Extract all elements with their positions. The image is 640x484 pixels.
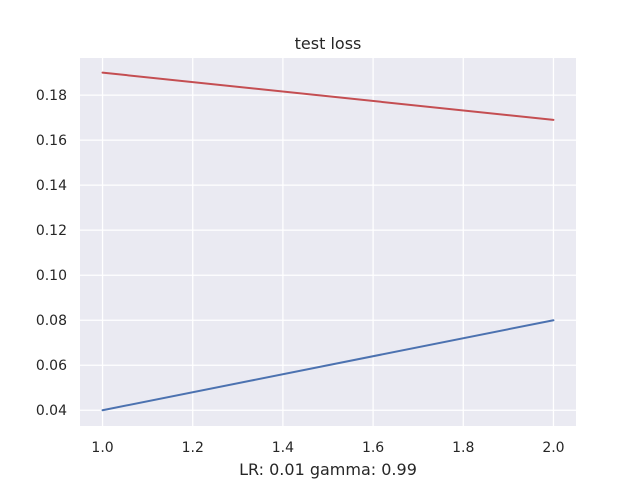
x-tick-label: 1.6 — [362, 440, 384, 456]
y-tick-label: 0.18 — [36, 88, 67, 104]
y-tick-label: 0.06 — [36, 358, 67, 374]
x-tick-label: 1.2 — [182, 440, 204, 456]
y-tick-label: 0.12 — [36, 223, 67, 239]
y-tick-label: 0.08 — [36, 313, 67, 329]
x-axis-label: LR: 0.01 gamma: 0.99 — [239, 460, 417, 479]
x-tick-label: 1.4 — [272, 440, 294, 456]
grid-lines — [80, 58, 576, 426]
plot-area — [80, 58, 576, 426]
y-tick-label: 0.04 — [36, 403, 67, 419]
y-tick-label: 0.10 — [36, 268, 67, 284]
x-tick-label: 1.0 — [91, 440, 113, 456]
series-line-2 — [101, 319, 555, 412]
x-tick-label: 2.0 — [542, 440, 564, 456]
y-tick-label: 0.16 — [36, 133, 67, 149]
x-tick-label: 1.8 — [452, 440, 474, 456]
series-line-1 — [101, 71, 555, 121]
series-lines — [101, 71, 555, 412]
chart-title: test loss — [295, 34, 362, 53]
y-axis-ticks: 0.04 0.06 0.08 0.10 0.12 0.14 0.16 0.18 — [36, 88, 67, 419]
x-axis-ticks: 1.0 1.2 1.4 1.6 1.8 2.0 — [91, 440, 564, 456]
y-tick-label: 0.14 — [36, 178, 67, 194]
